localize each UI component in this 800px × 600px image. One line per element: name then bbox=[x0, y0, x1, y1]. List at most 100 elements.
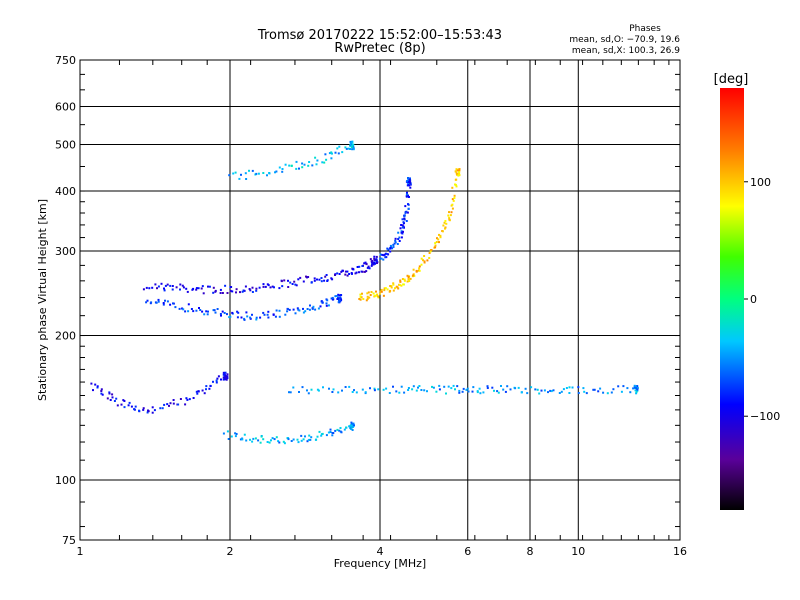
echo-point bbox=[209, 384, 212, 387]
echo-point bbox=[229, 315, 232, 318]
echo-point bbox=[406, 180, 408, 183]
echo-point bbox=[190, 308, 193, 310]
echo-point bbox=[349, 140, 352, 143]
echo-point bbox=[316, 159, 319, 162]
colorbar-tick-label: −100 bbox=[750, 410, 780, 423]
echo-point bbox=[181, 307, 184, 310]
echo-point bbox=[350, 421, 353, 424]
echo-point bbox=[245, 311, 248, 314]
echo-point bbox=[626, 387, 629, 390]
stats-line-o: mean, sd,O: −70.9, 19.6 bbox=[569, 35, 680, 45]
echo-point bbox=[351, 148, 354, 151]
echo-point bbox=[339, 300, 342, 303]
echo-point bbox=[306, 389, 308, 392]
echo-point bbox=[179, 398, 182, 400]
echo-point bbox=[226, 313, 228, 316]
echo-point bbox=[400, 231, 403, 234]
echo-point bbox=[230, 286, 233, 288]
echo-point bbox=[403, 217, 406, 220]
echo-point bbox=[142, 288, 145, 291]
echo-point bbox=[178, 307, 181, 310]
echo-point bbox=[302, 280, 305, 283]
echo-point bbox=[289, 391, 292, 394]
echo-point bbox=[320, 434, 323, 437]
echo-point bbox=[364, 261, 367, 264]
echo-point bbox=[351, 272, 353, 275]
y-axis-label: Stationary phase Virtual Height [km] bbox=[36, 199, 49, 401]
echo-point bbox=[352, 422, 355, 425]
echo-point bbox=[418, 265, 421, 268]
echo-point bbox=[438, 384, 441, 387]
echo-point bbox=[212, 380, 214, 383]
echo-point bbox=[123, 406, 126, 409]
echo-point bbox=[240, 316, 243, 319]
echo-point bbox=[171, 285, 174, 287]
echo-point bbox=[238, 177, 241, 180]
echo-point bbox=[386, 253, 389, 256]
echo-point bbox=[251, 313, 253, 316]
echo-point bbox=[497, 391, 500, 394]
echo-point bbox=[335, 295, 338, 297]
echo-point bbox=[200, 287, 203, 290]
echo-point bbox=[264, 285, 267, 288]
echo-point bbox=[472, 386, 475, 389]
echo-point bbox=[224, 376, 227, 379]
echo-point bbox=[354, 272, 357, 275]
echo-point bbox=[303, 163, 306, 166]
echo-point bbox=[356, 266, 359, 268]
echo-point bbox=[325, 304, 328, 307]
echo-point bbox=[192, 397, 195, 399]
echo-point bbox=[226, 373, 229, 376]
echo-point bbox=[358, 265, 361, 268]
echo-point bbox=[374, 294, 377, 297]
echo-point bbox=[312, 305, 315, 308]
echo-point bbox=[362, 298, 365, 300]
echo-point bbox=[192, 310, 195, 313]
echo-point bbox=[315, 163, 318, 166]
echo-point bbox=[377, 295, 380, 298]
echo-point bbox=[450, 387, 453, 390]
echo-point bbox=[350, 424, 353, 427]
echo-point bbox=[323, 279, 326, 282]
echo-point bbox=[195, 390, 198, 393]
echo-point bbox=[300, 439, 303, 442]
echo-point bbox=[635, 385, 637, 388]
echo-point bbox=[452, 199, 455, 202]
echo-point bbox=[186, 290, 189, 293]
echo-point bbox=[457, 169, 459, 172]
echo-point bbox=[402, 221, 405, 224]
echo-point bbox=[435, 390, 438, 393]
echo-point bbox=[338, 297, 341, 300]
echo-point bbox=[636, 386, 639, 389]
echo-point bbox=[409, 177, 411, 180]
echo-point bbox=[284, 163, 287, 166]
echo-point bbox=[366, 266, 369, 269]
echo-point bbox=[426, 259, 429, 262]
echo-point bbox=[311, 164, 314, 167]
echo-point bbox=[438, 388, 441, 391]
echo-point bbox=[408, 196, 410, 198]
echo-point bbox=[274, 171, 276, 174]
echo-point bbox=[399, 280, 402, 283]
echo-point bbox=[338, 145, 341, 148]
echo-point bbox=[593, 388, 596, 391]
echo-point bbox=[389, 244, 392, 247]
echo-point bbox=[585, 392, 588, 395]
echo-point bbox=[331, 152, 333, 155]
echo-point bbox=[217, 375, 220, 378]
echo-point bbox=[371, 259, 374, 262]
echo-point bbox=[452, 384, 455, 387]
echo-point bbox=[311, 307, 314, 310]
echo-point bbox=[226, 292, 229, 294]
echo-point bbox=[420, 389, 423, 391]
echo-point bbox=[455, 185, 458, 188]
echo-point bbox=[389, 250, 392, 253]
echo-point bbox=[458, 171, 461, 174]
echo-point bbox=[454, 178, 457, 181]
echo-point bbox=[174, 306, 177, 309]
echo-point bbox=[347, 147, 350, 150]
echo-point bbox=[255, 289, 258, 292]
echo-point bbox=[361, 388, 364, 391]
echo-point bbox=[429, 249, 432, 252]
echo-point bbox=[431, 385, 433, 388]
